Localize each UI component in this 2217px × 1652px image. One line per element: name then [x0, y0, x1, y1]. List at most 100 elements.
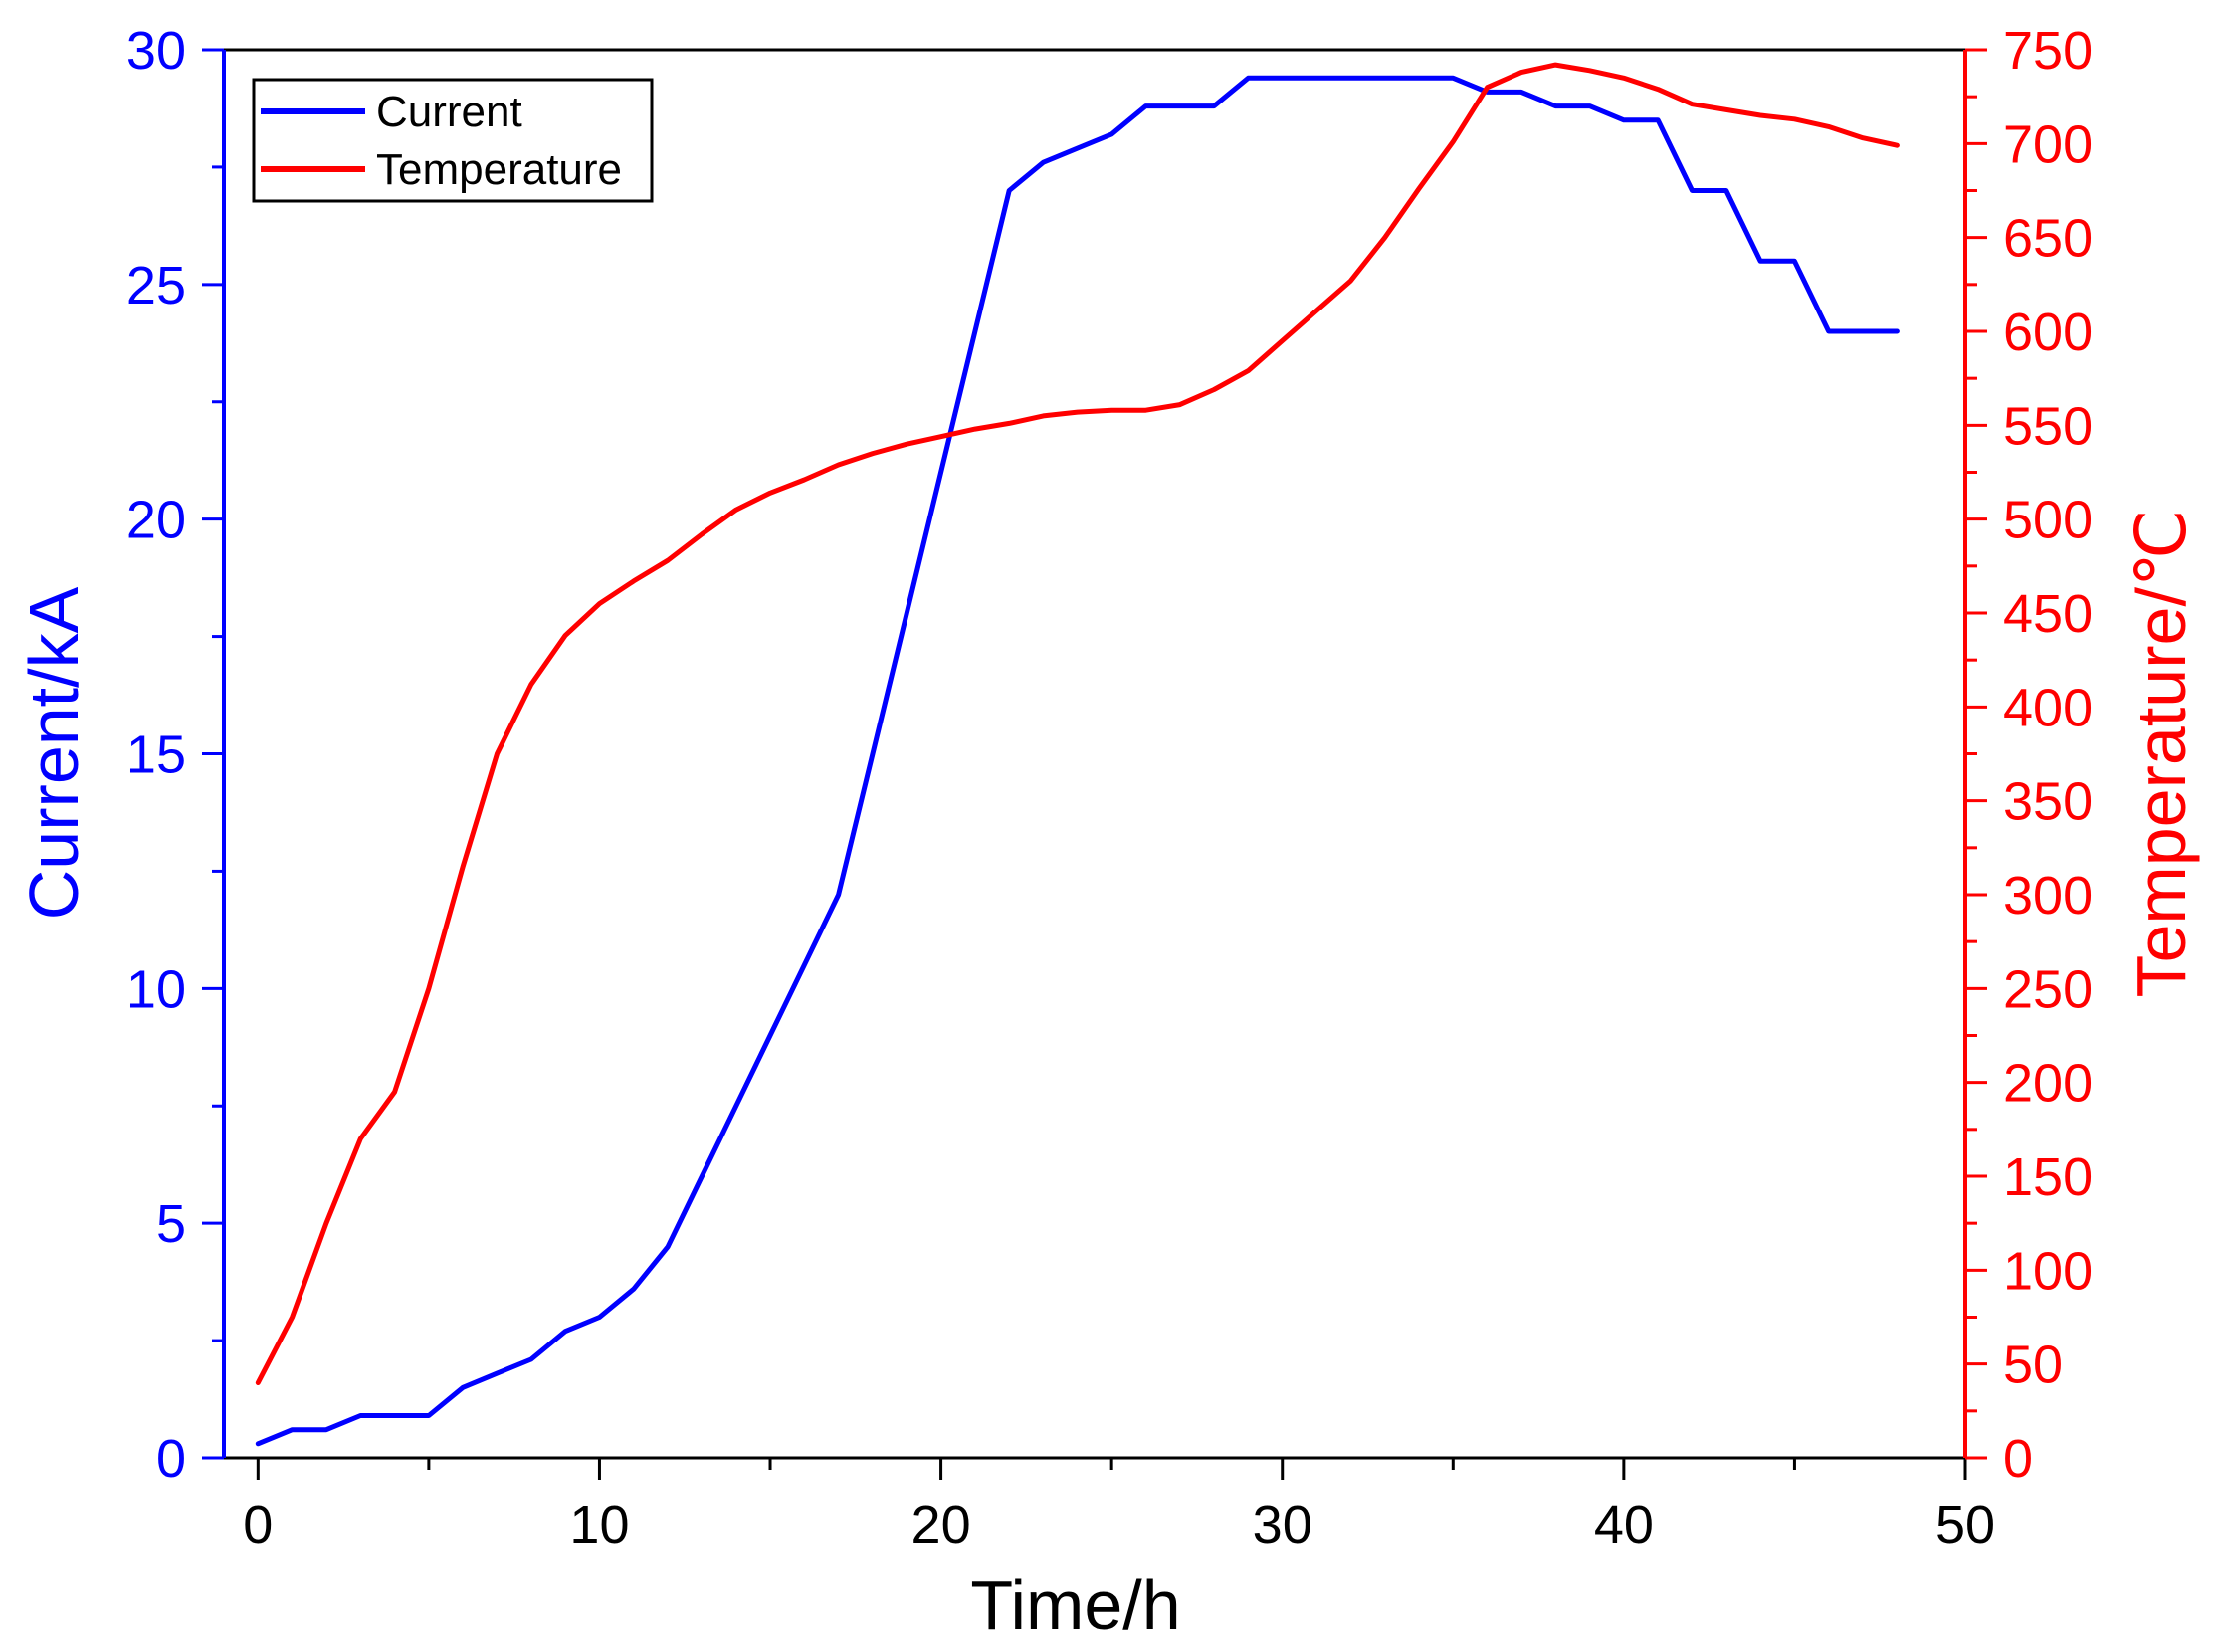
data-point-current	[1690, 188, 1696, 194]
data-point-current	[665, 1244, 671, 1250]
data-point-current	[562, 1329, 568, 1335]
y-right-tick-label: 250	[2003, 959, 2093, 1019]
data-point-temperature	[357, 1136, 363, 1141]
data-point-temperature	[1177, 402, 1183, 408]
data-point-current	[1552, 103, 1558, 109]
data-point-current	[1416, 75, 1422, 81]
data-point-temperature	[1621, 75, 1627, 81]
data-point-temperature	[1518, 70, 1524, 76]
data-point-temperature	[1006, 420, 1012, 426]
data-point-current	[357, 1413, 363, 1419]
data-point-temperature	[426, 985, 432, 991]
data-point-current	[1006, 188, 1012, 194]
data-point-temperature	[699, 531, 705, 537]
data-point-temperature	[733, 507, 739, 513]
data-point-current	[1894, 328, 1900, 334]
data-point-current	[1177, 103, 1183, 109]
y-axis-left-title: Current/kA	[15, 586, 93, 920]
y-right-tick-label: 500	[2003, 491, 2093, 550]
data-point-temperature	[528, 682, 534, 688]
data-point-current	[801, 962, 807, 968]
data-point-temperature	[870, 451, 876, 457]
data-point-current	[1143, 103, 1149, 109]
x-tick-label: 0	[243, 1495, 273, 1554]
data-point-current	[1655, 117, 1661, 123]
series-line-temperature	[255, 62, 1900, 1385]
data-point-temperature	[1894, 142, 1900, 148]
data-point-temperature	[1723, 106, 1729, 112]
y-left-tick-label: 30	[126, 21, 186, 81]
legend-box	[252, 78, 654, 203]
data-point-temperature	[1552, 62, 1558, 68]
legend: Current Temperature	[252, 78, 654, 203]
y-right-tick-label: 750	[2003, 21, 2093, 81]
y-right-tick-label: 700	[2003, 114, 2093, 174]
data-point-temperature	[562, 633, 568, 639]
y-left-tick-label: 20	[126, 491, 186, 550]
data-point-current	[1347, 75, 1353, 81]
data-point-current	[1108, 131, 1114, 137]
y-right-tick-label: 150	[2003, 1147, 2093, 1207]
data-point-temperature	[1587, 68, 1593, 74]
x-tick-label: 40	[1594, 1495, 1654, 1554]
y-right-tick-label: 650	[2003, 209, 2093, 269]
data-point-current	[972, 328, 978, 334]
data-point-current	[1621, 117, 1627, 123]
y-right-tick-label: 400	[2003, 678, 2093, 737]
data-point-temperature	[904, 441, 909, 447]
plot-area	[224, 50, 1965, 1458]
y-right-tick-label: 550	[2003, 396, 2093, 456]
y-right-tick-label: 300	[2003, 866, 2093, 926]
data-point-current	[1791, 258, 1797, 264]
data-point-temperature	[392, 1089, 398, 1095]
data-point-current	[1280, 75, 1286, 81]
data-point-current	[495, 1370, 501, 1376]
data-point-current	[1826, 328, 1832, 334]
data-point-temperature	[255, 1380, 261, 1386]
x-axis-title: Time/h	[970, 1566, 1180, 1644]
data-point-current	[1860, 328, 1866, 334]
data-point-current	[1450, 75, 1456, 81]
y-right-tick-label: 200	[2003, 1054, 2093, 1114]
legend-current-label: Current	[376, 88, 522, 136]
data-point-current	[392, 1413, 398, 1419]
data-point-temperature	[801, 477, 807, 483]
data-point-temperature	[1382, 235, 1388, 241]
series-line-current	[255, 75, 1900, 1447]
data-point-temperature	[631, 578, 637, 584]
data-point-current	[767, 1033, 773, 1039]
data-point-current	[597, 1315, 603, 1321]
data-point-current	[1382, 75, 1388, 81]
data-point-current	[323, 1427, 329, 1433]
data-point-current	[938, 470, 944, 476]
y-left-tick-label: 0	[156, 1429, 186, 1489]
data-point-temperature	[1791, 116, 1797, 122]
y-left-tick-label: 15	[126, 725, 186, 785]
data-point-temperature	[1211, 387, 1217, 393]
data-point-temperature	[1041, 413, 1047, 419]
y-right-tick-label: 600	[2003, 303, 2093, 362]
data-point-current	[1211, 103, 1217, 109]
data-point-current	[631, 1286, 637, 1292]
x-tick-label: 10	[569, 1495, 629, 1554]
data-point-temperature	[495, 751, 501, 757]
data-point-temperature	[290, 1315, 296, 1321]
data-point-current	[1518, 89, 1524, 95]
data-point-current	[528, 1356, 534, 1362]
data-point-current	[870, 751, 876, 757]
legend-temperature-label: Temperature	[376, 145, 622, 194]
series-layer	[255, 62, 1900, 1447]
data-point-temperature	[1690, 102, 1696, 107]
y-left-tick-label: 10	[126, 959, 186, 1019]
data-point-current	[1723, 188, 1729, 194]
data-point-temperature	[972, 426, 978, 432]
data-point-temperature	[1826, 123, 1832, 129]
data-point-current	[1075, 145, 1081, 151]
data-point-current	[460, 1384, 466, 1390]
y-right-tick-label: 0	[2003, 1429, 2033, 1489]
data-point-current	[1245, 75, 1251, 81]
y-left-tick-label: 25	[126, 256, 186, 315]
y-left-tick-label: 5	[156, 1194, 186, 1254]
